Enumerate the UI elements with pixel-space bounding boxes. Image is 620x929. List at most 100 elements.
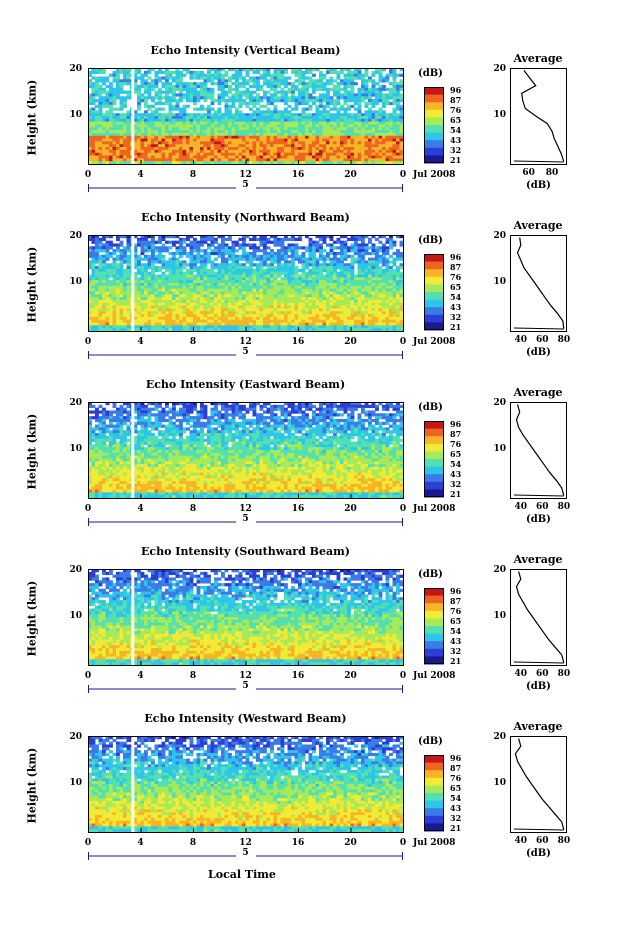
heat-cell	[298, 283, 302, 287]
heat-cell	[172, 147, 176, 151]
heat-cell	[210, 118, 215, 123]
heat-cell	[389, 268, 393, 273]
heat-cell	[210, 294, 215, 298]
heat-cell	[179, 113, 183, 117]
heat-cell	[238, 127, 243, 131]
heat-cell	[154, 314, 159, 318]
heat-cell	[396, 135, 400, 139]
heat-cell	[256, 124, 260, 128]
heat-cell	[305, 141, 309, 145]
heat-cell	[154, 113, 159, 117]
heat-cell	[217, 113, 222, 117]
heat-cell	[389, 305, 393, 309]
heat-cell	[368, 138, 372, 142]
heat-cell	[238, 263, 243, 267]
heat-cell	[203, 158, 208, 162]
heat-cell	[168, 101, 173, 106]
heat-cell	[298, 314, 302, 318]
heat-cell	[133, 257, 138, 261]
heat-cell	[144, 311, 148, 315]
heat-cell	[161, 141, 166, 145]
heat-cell	[326, 302, 330, 306]
heat-cell	[364, 243, 369, 247]
heat-cell	[179, 73, 183, 77]
heat-cell	[245, 141, 250, 145]
heat-cell	[224, 84, 229, 89]
heat-cell	[200, 113, 204, 117]
heat-cell	[259, 127, 264, 131]
heat-cell	[312, 87, 316, 91]
heat-cell	[392, 257, 397, 261]
heat-cell	[368, 147, 372, 151]
heat-cell	[203, 285, 208, 290]
heat-cell	[252, 68, 257, 72]
heat-cell	[186, 305, 190, 309]
heat-cell	[203, 121, 208, 125]
heat-cell	[305, 263, 309, 267]
heat-cell	[95, 277, 99, 281]
heat-cell	[133, 70, 138, 75]
heat-cell	[95, 271, 99, 275]
heat-cell	[364, 155, 369, 159]
heat-cell	[357, 141, 362, 145]
heat-cell	[368, 294, 372, 298]
heat-cell	[207, 308, 211, 312]
heat-cell	[116, 141, 120, 145]
heat-cell	[154, 135, 159, 139]
heat-cell	[214, 158, 218, 162]
heat-cell	[399, 271, 404, 275]
heat-cell	[203, 251, 208, 256]
heat-cell	[133, 243, 138, 247]
heat-cell	[112, 152, 117, 156]
heat-cell	[273, 113, 278, 117]
heat-cell	[305, 305, 309, 309]
heat-cell	[95, 257, 99, 261]
heat-cell	[280, 121, 285, 125]
heat-cell	[263, 274, 267, 278]
heat-cell	[382, 135, 386, 139]
heat-cell	[109, 268, 113, 273]
heat-cell	[126, 268, 131, 273]
heat-cell	[399, 299, 404, 304]
heat-cell	[301, 90, 306, 94]
heat-cell	[249, 299, 253, 304]
heat-cell	[277, 127, 281, 131]
heat-cell	[133, 110, 138, 114]
heat-cell	[123, 271, 127, 275]
heat-cell	[322, 235, 327, 239]
heat-cell	[382, 104, 386, 108]
heat-cell	[105, 311, 110, 315]
heat-cell	[315, 118, 320, 123]
heat-cell	[305, 107, 309, 111]
heat-cell	[147, 285, 152, 290]
heat-cell	[305, 294, 309, 298]
heat-cell	[249, 132, 253, 137]
heat-cell	[119, 288, 124, 292]
heat-cell	[340, 135, 344, 139]
heat-cell	[102, 82, 106, 86]
heat-cell	[154, 158, 159, 162]
heat-cell	[158, 70, 162, 75]
heat-cell	[294, 302, 299, 306]
heat-cell	[151, 297, 155, 301]
heat-cell	[158, 113, 162, 117]
heat-cell	[123, 254, 127, 258]
heat-cell	[336, 141, 341, 145]
heat-cell	[182, 84, 187, 89]
heat-cell	[389, 299, 393, 304]
heat-cell	[364, 73, 369, 77]
heat-cell	[235, 283, 239, 287]
heat-cell	[287, 155, 292, 159]
heat-cell	[196, 294, 201, 298]
heat-cell	[210, 149, 215, 154]
heat-cell	[368, 288, 372, 292]
heat-cell	[165, 277, 169, 281]
heat-cell	[312, 297, 316, 301]
heat-cell	[147, 84, 152, 89]
heat-cell	[294, 152, 299, 156]
heat-cell	[88, 107, 92, 111]
heat-cell	[151, 294, 155, 298]
heat-cell	[102, 283, 106, 287]
heat-cell	[350, 116, 355, 120]
heat-cell	[259, 283, 264, 287]
